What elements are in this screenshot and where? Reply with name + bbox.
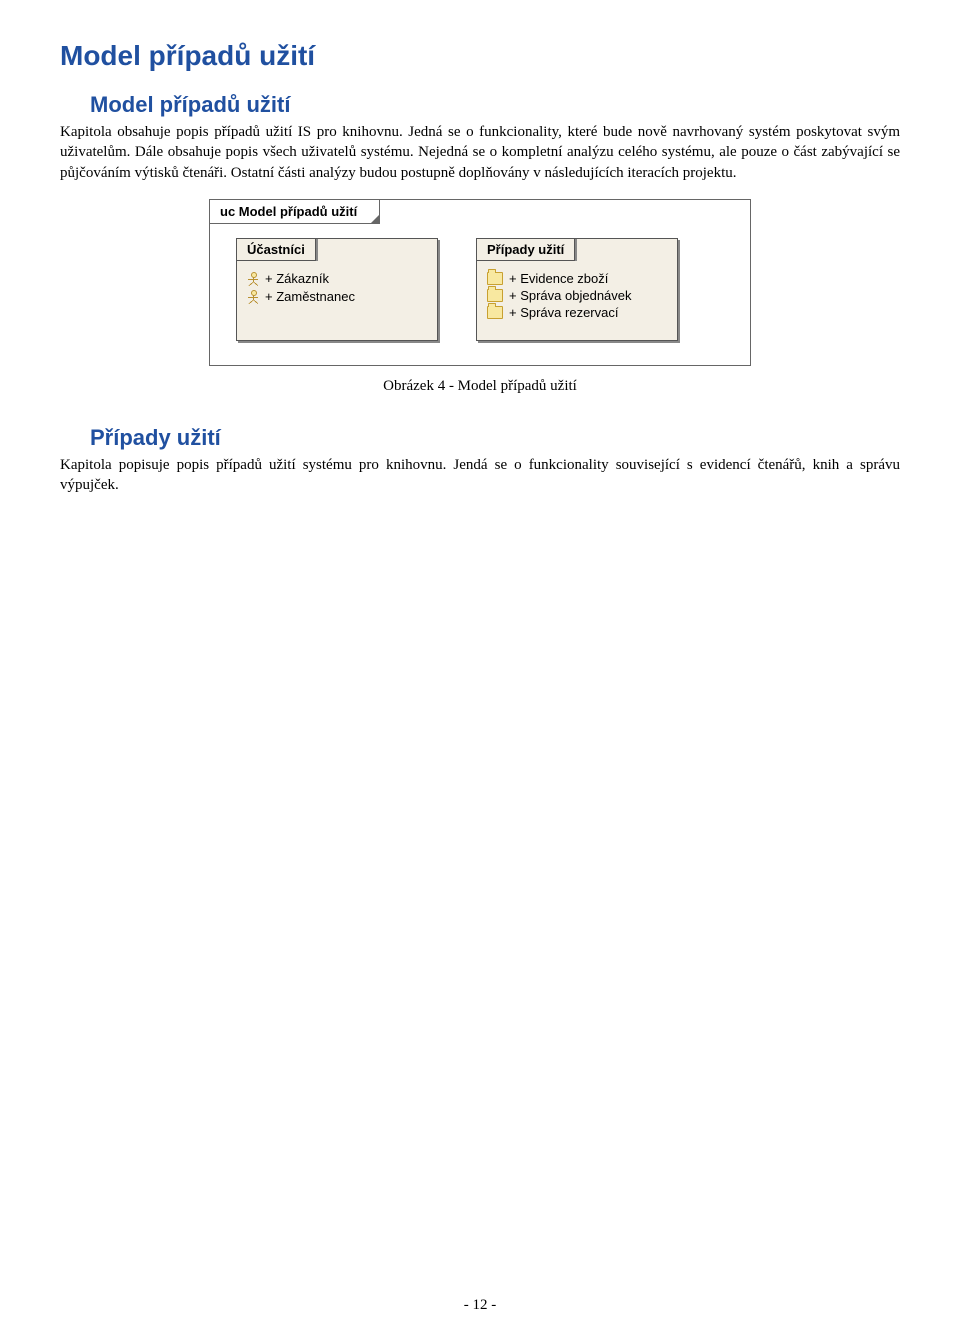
- folder-icon: [487, 272, 503, 285]
- list-item: + Zákazník: [247, 271, 427, 287]
- actor-icon: [247, 289, 259, 305]
- uml-frame-label: uc Model případů užití: [210, 200, 380, 224]
- section-heading-2: Případy užití: [90, 425, 900, 451]
- usecase-label: + Správa objednávek: [509, 288, 632, 303]
- uml-package-actors: Účastníci + Zákazník + Zaměstnanec: [236, 238, 438, 341]
- actor-label: + Zákazník: [265, 271, 329, 286]
- uml-frame-body: Účastníci + Zákazník + Zaměstnanec Přípa…: [210, 224, 750, 365]
- actor-icon: [247, 271, 259, 287]
- usecase-label: + Správa rezervací: [509, 305, 618, 320]
- list-item: + Správa objednávek: [487, 288, 667, 303]
- folder-icon: [487, 289, 503, 302]
- list-item: + Správa rezervací: [487, 305, 667, 320]
- package-body-actors: + Zákazník + Zaměstnanec: [237, 261, 437, 325]
- package-title-usecases: Případy užití: [477, 239, 575, 261]
- uml-package-usecases: Případy užití + Evidence zboží + Správa …: [476, 238, 678, 341]
- figure-caption: Obrázek 4 - Model případů užití: [60, 378, 900, 395]
- usecase-label: + Evidence zboží: [509, 271, 608, 286]
- list-item: + Evidence zboží: [487, 271, 667, 286]
- section-heading-1: Model případů užití: [90, 92, 900, 118]
- uml-frame: uc Model případů užití Účastníci + Zákaz…: [209, 199, 751, 366]
- actor-label: + Zaměstnanec: [265, 289, 355, 304]
- page-number: - 12 -: [0, 1297, 960, 1314]
- page-title: Model případů užití: [60, 40, 900, 72]
- folder-icon: [487, 306, 503, 319]
- section-paragraph-2: Kapitola popisuje popis případů užití sy…: [60, 455, 900, 496]
- diagram-container: uc Model případů užití Účastníci + Zákaz…: [60, 199, 900, 366]
- section-paragraph-1: Kapitola obsahuje popis případů užití IS…: [60, 122, 900, 183]
- list-item: + Zaměstnanec: [247, 289, 427, 305]
- package-title-actors: Účastníci: [237, 239, 316, 261]
- package-body-usecases: + Evidence zboží + Správa objednávek + S…: [477, 261, 677, 340]
